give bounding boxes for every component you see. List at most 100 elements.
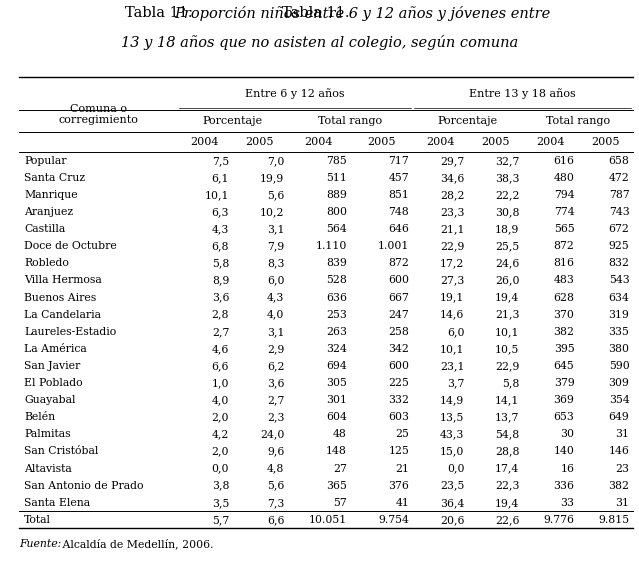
Text: 57: 57: [333, 498, 347, 508]
Text: 1.001: 1.001: [378, 241, 410, 251]
Text: 22,2: 22,2: [495, 190, 520, 200]
Text: 10,1: 10,1: [440, 344, 465, 354]
Text: 925: 925: [609, 241, 629, 251]
Text: 27: 27: [333, 463, 347, 474]
Text: Robledo: Robledo: [24, 258, 69, 268]
Text: 25,5: 25,5: [495, 241, 520, 251]
Text: 565: 565: [553, 224, 574, 234]
Text: 667: 667: [389, 292, 410, 303]
Text: 616: 616: [553, 156, 574, 166]
Text: 564: 564: [326, 224, 347, 234]
Text: 634: 634: [608, 292, 629, 303]
Text: 324: 324: [326, 344, 347, 354]
Text: 600: 600: [389, 361, 410, 371]
Text: La América: La América: [24, 344, 87, 354]
Text: 21,3: 21,3: [495, 310, 520, 320]
Text: 30,8: 30,8: [495, 207, 520, 217]
Text: Tabla 11.: Tabla 11.: [125, 6, 195, 20]
Text: 34,6: 34,6: [440, 173, 465, 183]
Text: 19,1: 19,1: [440, 292, 465, 303]
Text: 14,6: 14,6: [440, 310, 465, 320]
Text: Guayabal: Guayabal: [24, 395, 76, 405]
Text: 1.110: 1.110: [316, 241, 347, 251]
Text: 649: 649: [609, 412, 629, 422]
Text: 247: 247: [389, 310, 410, 320]
Text: Villa Hermosa: Villa Hermosa: [24, 275, 102, 286]
Text: 36,4: 36,4: [440, 498, 465, 508]
Text: 10,1: 10,1: [204, 190, 229, 200]
Text: 3,5: 3,5: [212, 498, 229, 508]
Text: 800: 800: [326, 207, 347, 217]
Text: 9.776: 9.776: [543, 515, 574, 525]
Text: 379: 379: [553, 378, 574, 388]
Text: Aranjuez: Aranjuez: [24, 207, 73, 217]
Text: El Poblado: El Poblado: [24, 378, 83, 388]
Text: 4,2: 4,2: [212, 429, 229, 439]
Text: Entre 6 y 12 años: Entre 6 y 12 años: [245, 88, 345, 99]
Text: Santa Elena: Santa Elena: [24, 498, 90, 508]
Text: 19,9: 19,9: [260, 173, 284, 183]
Text: 6,0: 6,0: [447, 327, 465, 337]
Text: Manrique: Manrique: [24, 190, 78, 200]
Text: 3,6: 3,6: [266, 378, 284, 388]
Text: 600: 600: [389, 275, 410, 286]
Text: Total rango: Total rango: [546, 116, 610, 126]
Text: 28,8: 28,8: [495, 446, 520, 457]
Text: 851: 851: [389, 190, 410, 200]
Text: 13 y 18 años que no asisten al colegio, según comuna: 13 y 18 años que no asisten al colegio, …: [121, 35, 518, 50]
Text: 309: 309: [608, 378, 629, 388]
Text: 380: 380: [608, 344, 629, 354]
Text: 7,9: 7,9: [267, 241, 284, 251]
Text: San Javier: San Javier: [24, 361, 81, 371]
Text: 2,0: 2,0: [212, 412, 229, 422]
Text: 19,4: 19,4: [495, 292, 520, 303]
Text: San Cristóbal: San Cristóbal: [24, 446, 98, 457]
Text: 146: 146: [608, 446, 629, 457]
Text: 14,9: 14,9: [440, 395, 465, 405]
Text: 5,6: 5,6: [267, 481, 284, 491]
Text: 332: 332: [389, 395, 410, 405]
Text: 8,9: 8,9: [212, 275, 229, 286]
Text: 6,3: 6,3: [212, 207, 229, 217]
Text: 2005: 2005: [246, 137, 274, 147]
Text: Total rango: Total rango: [318, 116, 382, 126]
Text: 253: 253: [326, 310, 347, 320]
Text: 14,1: 14,1: [495, 395, 520, 405]
Text: 21: 21: [396, 463, 410, 474]
Text: 2,7: 2,7: [267, 395, 284, 405]
Text: 653: 653: [553, 412, 574, 422]
Text: Total: Total: [24, 515, 51, 525]
Text: 872: 872: [389, 258, 410, 268]
Text: 2,7: 2,7: [212, 327, 229, 337]
Text: 3,7: 3,7: [447, 378, 465, 388]
Text: 2005: 2005: [591, 137, 619, 147]
Text: 10.051: 10.051: [309, 515, 347, 525]
Text: 2005: 2005: [481, 137, 509, 147]
Text: 16: 16: [560, 463, 574, 474]
Text: 225: 225: [389, 378, 410, 388]
Text: 4,8: 4,8: [267, 463, 284, 474]
Text: 301: 301: [326, 395, 347, 405]
Text: 10,1: 10,1: [495, 327, 520, 337]
Text: 23,5: 23,5: [440, 481, 465, 491]
Text: 4,0: 4,0: [267, 310, 284, 320]
Text: 28,2: 28,2: [440, 190, 465, 200]
Text: 9.754: 9.754: [378, 515, 410, 525]
Text: 6,6: 6,6: [266, 515, 284, 525]
Text: 543: 543: [609, 275, 629, 286]
Text: 342: 342: [389, 344, 410, 354]
Text: 9,6: 9,6: [267, 446, 284, 457]
Text: 1,0: 1,0: [212, 378, 229, 388]
Text: 457: 457: [389, 173, 410, 183]
Text: 22,9: 22,9: [440, 241, 465, 251]
Text: 511: 511: [326, 173, 347, 183]
Text: 18,9: 18,9: [495, 224, 520, 234]
Text: 370: 370: [553, 310, 574, 320]
Text: 336: 336: [553, 481, 574, 491]
Text: 32,7: 32,7: [495, 156, 520, 166]
Text: 7,5: 7,5: [212, 156, 229, 166]
Text: 319: 319: [608, 310, 629, 320]
Text: San Antonio de Prado: San Antonio de Prado: [24, 481, 144, 491]
Text: 148: 148: [326, 446, 347, 457]
Text: 33: 33: [560, 498, 574, 508]
